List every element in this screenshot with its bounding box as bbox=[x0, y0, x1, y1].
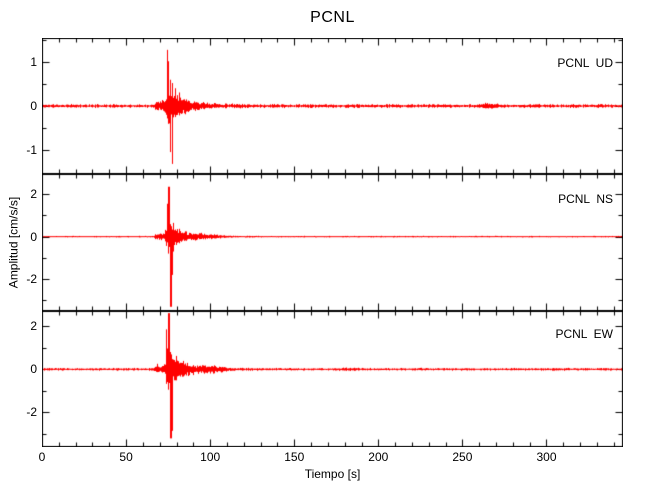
panel-label-ns: PCNL NS bbox=[558, 192, 613, 206]
y-tick-label: 0 bbox=[30, 229, 37, 244]
y-tick-label: -2 bbox=[26, 272, 37, 287]
y-tick-label: -2 bbox=[26, 405, 37, 420]
panel-label-ud: PCNL UD bbox=[557, 56, 613, 70]
y-tick-label: 2 bbox=[30, 319, 37, 334]
y-tick-label: 0 bbox=[30, 99, 37, 113]
panel-label-ew: PCNL EW bbox=[555, 327, 613, 341]
chart-title: PCNL bbox=[310, 9, 355, 26]
x-tick-label: 0 bbox=[38, 450, 46, 464]
y-tick-label: 1 bbox=[30, 55, 37, 70]
x-tick-label: 200 bbox=[368, 450, 389, 464]
x-tick-label: 150 bbox=[284, 450, 305, 464]
x-tick-label: 50 bbox=[119, 450, 133, 464]
y-tick-label: 0 bbox=[30, 362, 37, 377]
seismogram-canvas bbox=[42, 38, 623, 447]
y-tick-label: 2 bbox=[30, 187, 37, 202]
x-tick-label: 300 bbox=[536, 450, 557, 464]
y-tick-label: -1 bbox=[26, 142, 37, 157]
x-axis-title: Tiempo [s] bbox=[304, 467, 361, 481]
x-tick-label: 250 bbox=[452, 450, 473, 464]
x-tick-label: 100 bbox=[200, 450, 221, 464]
